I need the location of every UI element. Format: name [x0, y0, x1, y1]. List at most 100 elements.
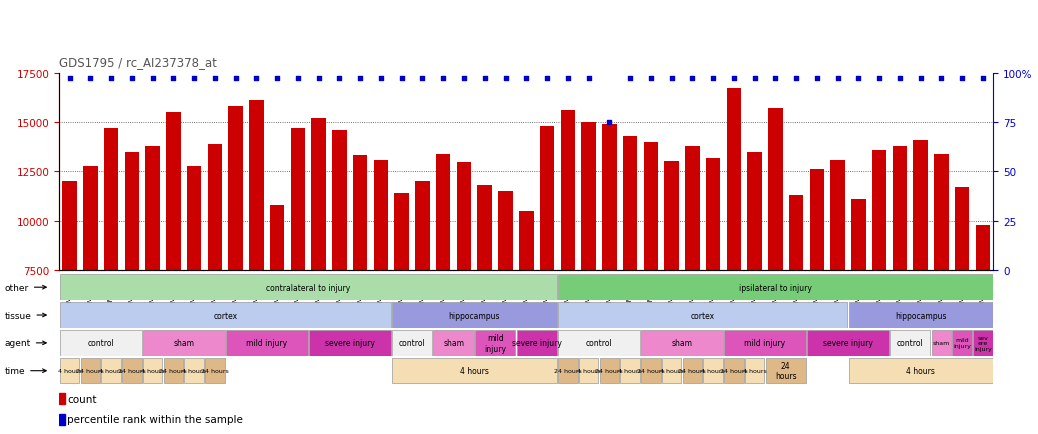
Text: GSM53253: GSM53253 [565, 272, 571, 310]
Text: GSM53259: GSM53259 [793, 272, 799, 310]
Bar [311, 119, 326, 419]
Text: 24 hours: 24 hours [679, 368, 706, 373]
Text: GDS1795 / rc_AI237378_at: GDS1795 / rc_AI237378_at [59, 56, 217, 69]
Text: GSM53283: GSM53283 [544, 272, 550, 310]
Text: control: control [585, 339, 612, 348]
Point [559, 76, 576, 83]
Bar [849, 302, 992, 328]
Bar [766, 358, 805, 384]
Bar [540, 127, 554, 419]
Text: GSM53278: GSM53278 [419, 272, 426, 310]
Text: 24 hours: 24 hours [201, 368, 228, 373]
Bar [581, 123, 596, 419]
Text: time: time [4, 366, 47, 375]
Text: GSM53285: GSM53285 [606, 272, 612, 310]
Bar [789, 196, 803, 419]
Bar [125, 152, 139, 419]
Bar [953, 330, 972, 356]
Text: GSM53293: GSM53293 [191, 272, 197, 310]
Text: GSM53266: GSM53266 [316, 272, 322, 310]
Text: mild injury: mild injury [744, 339, 786, 348]
Bar [374, 160, 388, 419]
Text: GSM53287: GSM53287 [689, 272, 695, 310]
Bar [849, 358, 992, 384]
Bar [872, 150, 886, 419]
Text: hippocampus: hippocampus [448, 311, 500, 320]
Point [435, 76, 452, 83]
Point [186, 76, 202, 83]
Text: cortex: cortex [213, 311, 238, 320]
Text: 4 hours: 4 hours [906, 366, 935, 375]
Bar [104, 128, 118, 419]
Bar [747, 152, 762, 419]
Bar [558, 302, 847, 328]
Bar [59, 393, 65, 404]
Bar [291, 128, 305, 419]
Text: sham: sham [672, 339, 692, 348]
Bar [891, 330, 930, 356]
Bar [226, 330, 307, 356]
Text: GSM53286: GSM53286 [668, 272, 675, 310]
Text: 24 hours: 24 hours [160, 368, 187, 373]
Text: hippocampus: hippocampus [895, 311, 947, 320]
Bar [934, 155, 949, 419]
Text: control: control [87, 339, 114, 348]
Point [61, 76, 78, 83]
Point [933, 76, 950, 83]
Text: GSM53279: GSM53279 [440, 272, 446, 310]
Text: GSM53291: GSM53291 [835, 272, 841, 310]
Text: GSM53292: GSM53292 [129, 272, 135, 310]
Bar [185, 358, 203, 384]
Text: GSM53280: GSM53280 [461, 272, 467, 310]
Bar [143, 330, 224, 356]
Point [103, 76, 119, 83]
Text: severe injury: severe injury [823, 339, 873, 348]
Text: sham: sham [443, 339, 464, 348]
Bar [475, 330, 515, 356]
Bar [436, 155, 450, 419]
Text: GSM53264: GSM53264 [233, 272, 239, 310]
Bar [600, 358, 619, 384]
Bar [457, 162, 471, 419]
Bar [579, 358, 598, 384]
Point [726, 76, 742, 83]
Bar [122, 358, 141, 384]
Bar [768, 109, 783, 419]
Text: GSM53274: GSM53274 [502, 272, 509, 310]
Text: 4 hours: 4 hours [460, 366, 489, 375]
Text: GSM53270: GSM53270 [897, 272, 903, 310]
Bar [955, 188, 969, 419]
Point [975, 76, 991, 83]
Bar [706, 158, 720, 419]
Bar [558, 330, 639, 356]
Text: GSM53294: GSM53294 [212, 272, 218, 310]
Bar [602, 125, 617, 419]
Text: GSM53265: GSM53265 [253, 272, 260, 310]
Bar [392, 302, 556, 328]
Text: mild
injury: mild injury [484, 333, 507, 353]
Point [539, 76, 555, 83]
Bar [913, 141, 928, 419]
Bar [164, 358, 183, 384]
Bar [59, 414, 65, 425]
Point [871, 76, 887, 83]
Point [684, 76, 701, 83]
Bar [206, 358, 224, 384]
Bar [851, 200, 866, 419]
Bar [808, 330, 889, 356]
Bar [392, 330, 432, 356]
Text: GSM53261: GSM53261 [87, 272, 93, 310]
Text: 4 hours: 4 hours [58, 368, 81, 373]
Text: 24 hours: 24 hours [720, 368, 747, 373]
Text: mild
injury: mild injury [953, 338, 972, 349]
Text: GSM53268: GSM53268 [855, 272, 862, 310]
Bar [415, 182, 430, 419]
Text: GSM53263: GSM53263 [170, 272, 176, 310]
Bar [270, 206, 284, 419]
Bar [332, 131, 347, 419]
Text: other: other [4, 283, 47, 292]
Text: 24 hours: 24 hours [554, 368, 581, 373]
Bar [641, 330, 722, 356]
Text: GSM53258: GSM53258 [772, 272, 778, 310]
Text: 4 hours: 4 hours [183, 368, 206, 373]
